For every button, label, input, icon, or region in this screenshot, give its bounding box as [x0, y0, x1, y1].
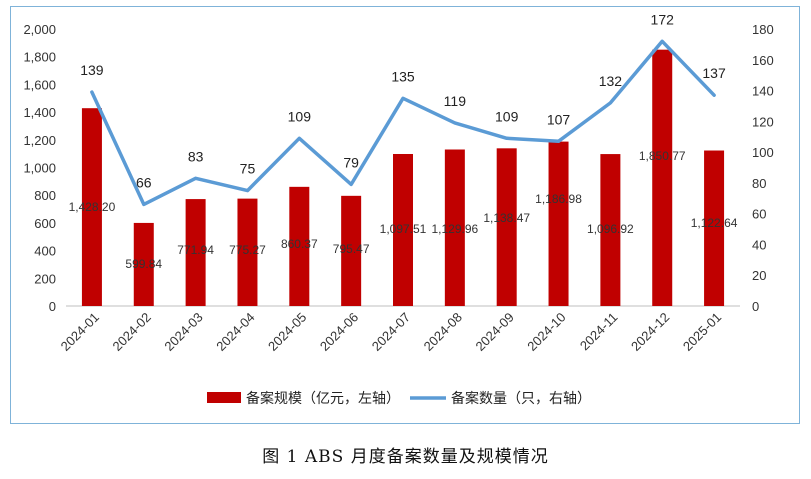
figure-caption: 图 1 ABS 月度备案数量及规模情况 — [262, 447, 549, 467]
bar-value-label: 1,428.20 — [69, 200, 116, 214]
line-value-label: 119 — [444, 93, 467, 109]
bar-2024-02 — [133, 222, 154, 306]
bar-2024-10 — [548, 141, 569, 306]
abs-monthly-chart: 02004006008001,0001,2001,4001,6001,8002,… — [23, 11, 774, 407]
left-axis-tick-label: 800 — [34, 188, 56, 203]
category-tick-label: 2024-05 — [265, 310, 309, 354]
bar-2024-05 — [289, 186, 310, 306]
category-tick-label: 2024-07 — [369, 310, 413, 354]
line-value-label: 139 — [80, 62, 104, 78]
line-series-count — [90, 39, 716, 207]
bar-2024-07 — [393, 153, 413, 306]
category-tick-label: 2024-10 — [524, 310, 568, 354]
category-tick-label: 2024-09 — [472, 310, 516, 354]
left-axis-tick-label: 200 — [34, 271, 56, 286]
legend-swatch-bar — [207, 392, 241, 403]
bar-value-label: 795.47 — [333, 242, 370, 256]
line-value-label: 66 — [136, 174, 152, 190]
right-axis-tick-label: 140 — [752, 84, 774, 99]
bar-value-label: 599.84 — [125, 257, 162, 271]
line-value-label: 137 — [702, 65, 726, 81]
bar-2024-01 — [81, 108, 102, 306]
legend-label-line: 备案数量（只，右轴） — [451, 390, 591, 407]
bar-2024-11 — [600, 154, 621, 306]
line-value-label: 132 — [599, 73, 623, 89]
right-axis-tick-label: 120 — [752, 114, 774, 129]
bar-value-label: 1,138.47 — [483, 211, 530, 225]
bar-value-label: 1,122.64 — [691, 216, 738, 230]
right-axis-tick-label: 100 — [752, 145, 774, 160]
bar-2024-12 — [652, 49, 673, 306]
left-axis-tick-label: 0 — [49, 299, 56, 314]
category-tick-label: 2025-01 — [680, 310, 724, 354]
category-tick-label: 2024-11 — [577, 310, 621, 354]
category-tick-label: 2024-01 — [58, 310, 102, 354]
left-axis-tick-label: 1,000 — [23, 161, 56, 176]
left-axis-tick-label: 2,000 — [23, 22, 56, 37]
bar-2024-08 — [444, 149, 465, 306]
line-value-label: 109 — [495, 108, 519, 124]
line-value-label: 107 — [547, 111, 571, 127]
bar-value-label: 1,186.98 — [535, 192, 582, 206]
line-value-label: 135 — [391, 68, 415, 84]
line-value-label: 83 — [188, 148, 204, 164]
right-axis-tick-label: 0 — [752, 299, 759, 314]
category-tick-label: 2024-03 — [161, 310, 205, 354]
left-axis-tick-label: 1,800 — [23, 50, 56, 65]
bar-2024-09 — [496, 148, 517, 306]
bar-value-label: 771.94 — [177, 243, 214, 257]
category-tick-label: 2024-06 — [317, 310, 361, 354]
category-tick-label: 2024-12 — [628, 310, 672, 354]
bar-value-label: 1,850.77 — [639, 149, 686, 163]
right-axis-tick-label: 180 — [752, 22, 774, 37]
left-axis-tick-label: 1,200 — [23, 133, 56, 148]
left-axis-tick-label: 600 — [34, 216, 56, 231]
right-axis-tick-label: 20 — [752, 268, 766, 283]
bar-2024-06 — [341, 195, 362, 306]
left-axis-tick-label: 1,600 — [23, 77, 56, 92]
bar-value-label: 860.37 — [281, 237, 318, 251]
left-axis-tick-label: 400 — [34, 244, 56, 259]
right-axis-tick-label: 80 — [752, 176, 766, 191]
category-tick-label: 2024-02 — [110, 310, 154, 354]
bar-value-label: 1,129.96 — [431, 222, 478, 236]
bar-2024-04 — [237, 198, 258, 306]
line-value-label: 75 — [240, 161, 256, 177]
bar-2025-01 — [704, 150, 725, 306]
right-axis-tick-label: 60 — [752, 207, 766, 222]
line-value-label: 79 — [343, 154, 359, 170]
category-tick-label: 2024-08 — [421, 310, 465, 354]
bar-2024-03 — [185, 199, 206, 306]
category-tick-label: 2024-04 — [213, 310, 257, 354]
line-value-label: 109 — [288, 108, 312, 124]
left-axis-tick-label: 1,400 — [23, 105, 56, 120]
right-axis-tick-label: 40 — [752, 237, 766, 252]
bar-value-label: 775.27 — [229, 243, 266, 257]
bar-value-label: 1,096.92 — [587, 222, 634, 236]
bar-value-label: 1,097.51 — [380, 222, 427, 236]
chart-frame — [10, 6, 800, 424]
right-axis-tick-label: 160 — [752, 53, 774, 68]
line-value-label: 172 — [651, 11, 675, 27]
legend-label-bar: 备案规模（亿元，左轴） — [246, 390, 400, 407]
